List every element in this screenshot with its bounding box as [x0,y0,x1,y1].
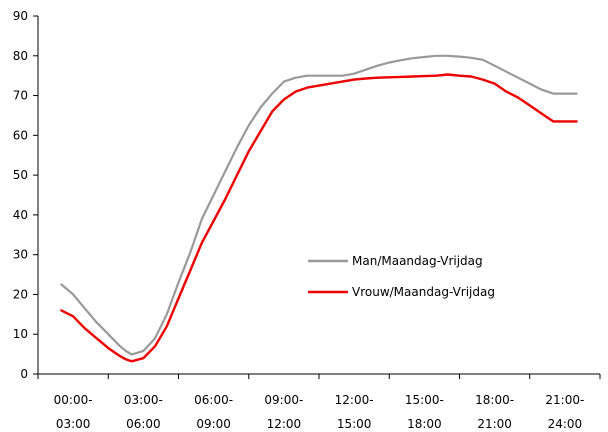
x-tick-label: 00:00- [54,393,93,407]
y-tick-label: 30 [13,248,28,262]
x-tick-label: 18:00- [475,393,514,407]
x-tick-label: 09:00 [196,417,231,431]
x-tick-label: 06:00- [194,393,233,407]
x-tick-label: 18:00 [407,417,442,431]
series-line-vrouw [60,73,578,363]
y-tick-label: 10 [13,327,28,341]
y-tick-label: 80 [13,49,28,63]
x-tick-label: 12:00- [335,393,374,407]
x-tick-label: 12:00 [267,417,302,431]
legend-label: Man/Maandag-Vrijdag [352,254,483,268]
y-tick-label: 50 [13,168,28,182]
series-layer [60,54,578,363]
x-tick-label: 03:00 [56,417,91,431]
y-tick-label: 70 [13,89,28,103]
y-tick-label: 20 [13,287,28,301]
x-tick-label: 09:00- [264,393,303,407]
y-tick-label: 40 [13,208,28,222]
legend-label: Vrouw/Maandag-Vrijdag [352,285,495,299]
legend: Man/Maandag-Vrijdag Vrouw/Maandag-Vrijdag [308,254,495,299]
x-tick-label: 15:00 [337,417,372,431]
y-tick-label: 60 [13,128,28,142]
x-tick-label: 24:00 [548,417,583,431]
series-line-man [60,54,578,356]
x-tick-label: 15:00- [405,393,444,407]
x-tick-label: 21:00 [477,417,512,431]
y-axis: 0 10 20 30 40 50 60 70 80 90 [13,9,39,381]
y-tick-label: 90 [13,9,28,23]
x-tick-label: 03:00- [124,393,163,407]
x-axis: 00:00- 03:00 03:00- 06:00 06:00- 09:00 09:00- 1… [37,373,601,431]
y-tick-label: 0 [20,367,28,381]
x-tick-label: 21:00- [545,393,584,407]
x-tick-label: 06:00 [126,417,161,431]
